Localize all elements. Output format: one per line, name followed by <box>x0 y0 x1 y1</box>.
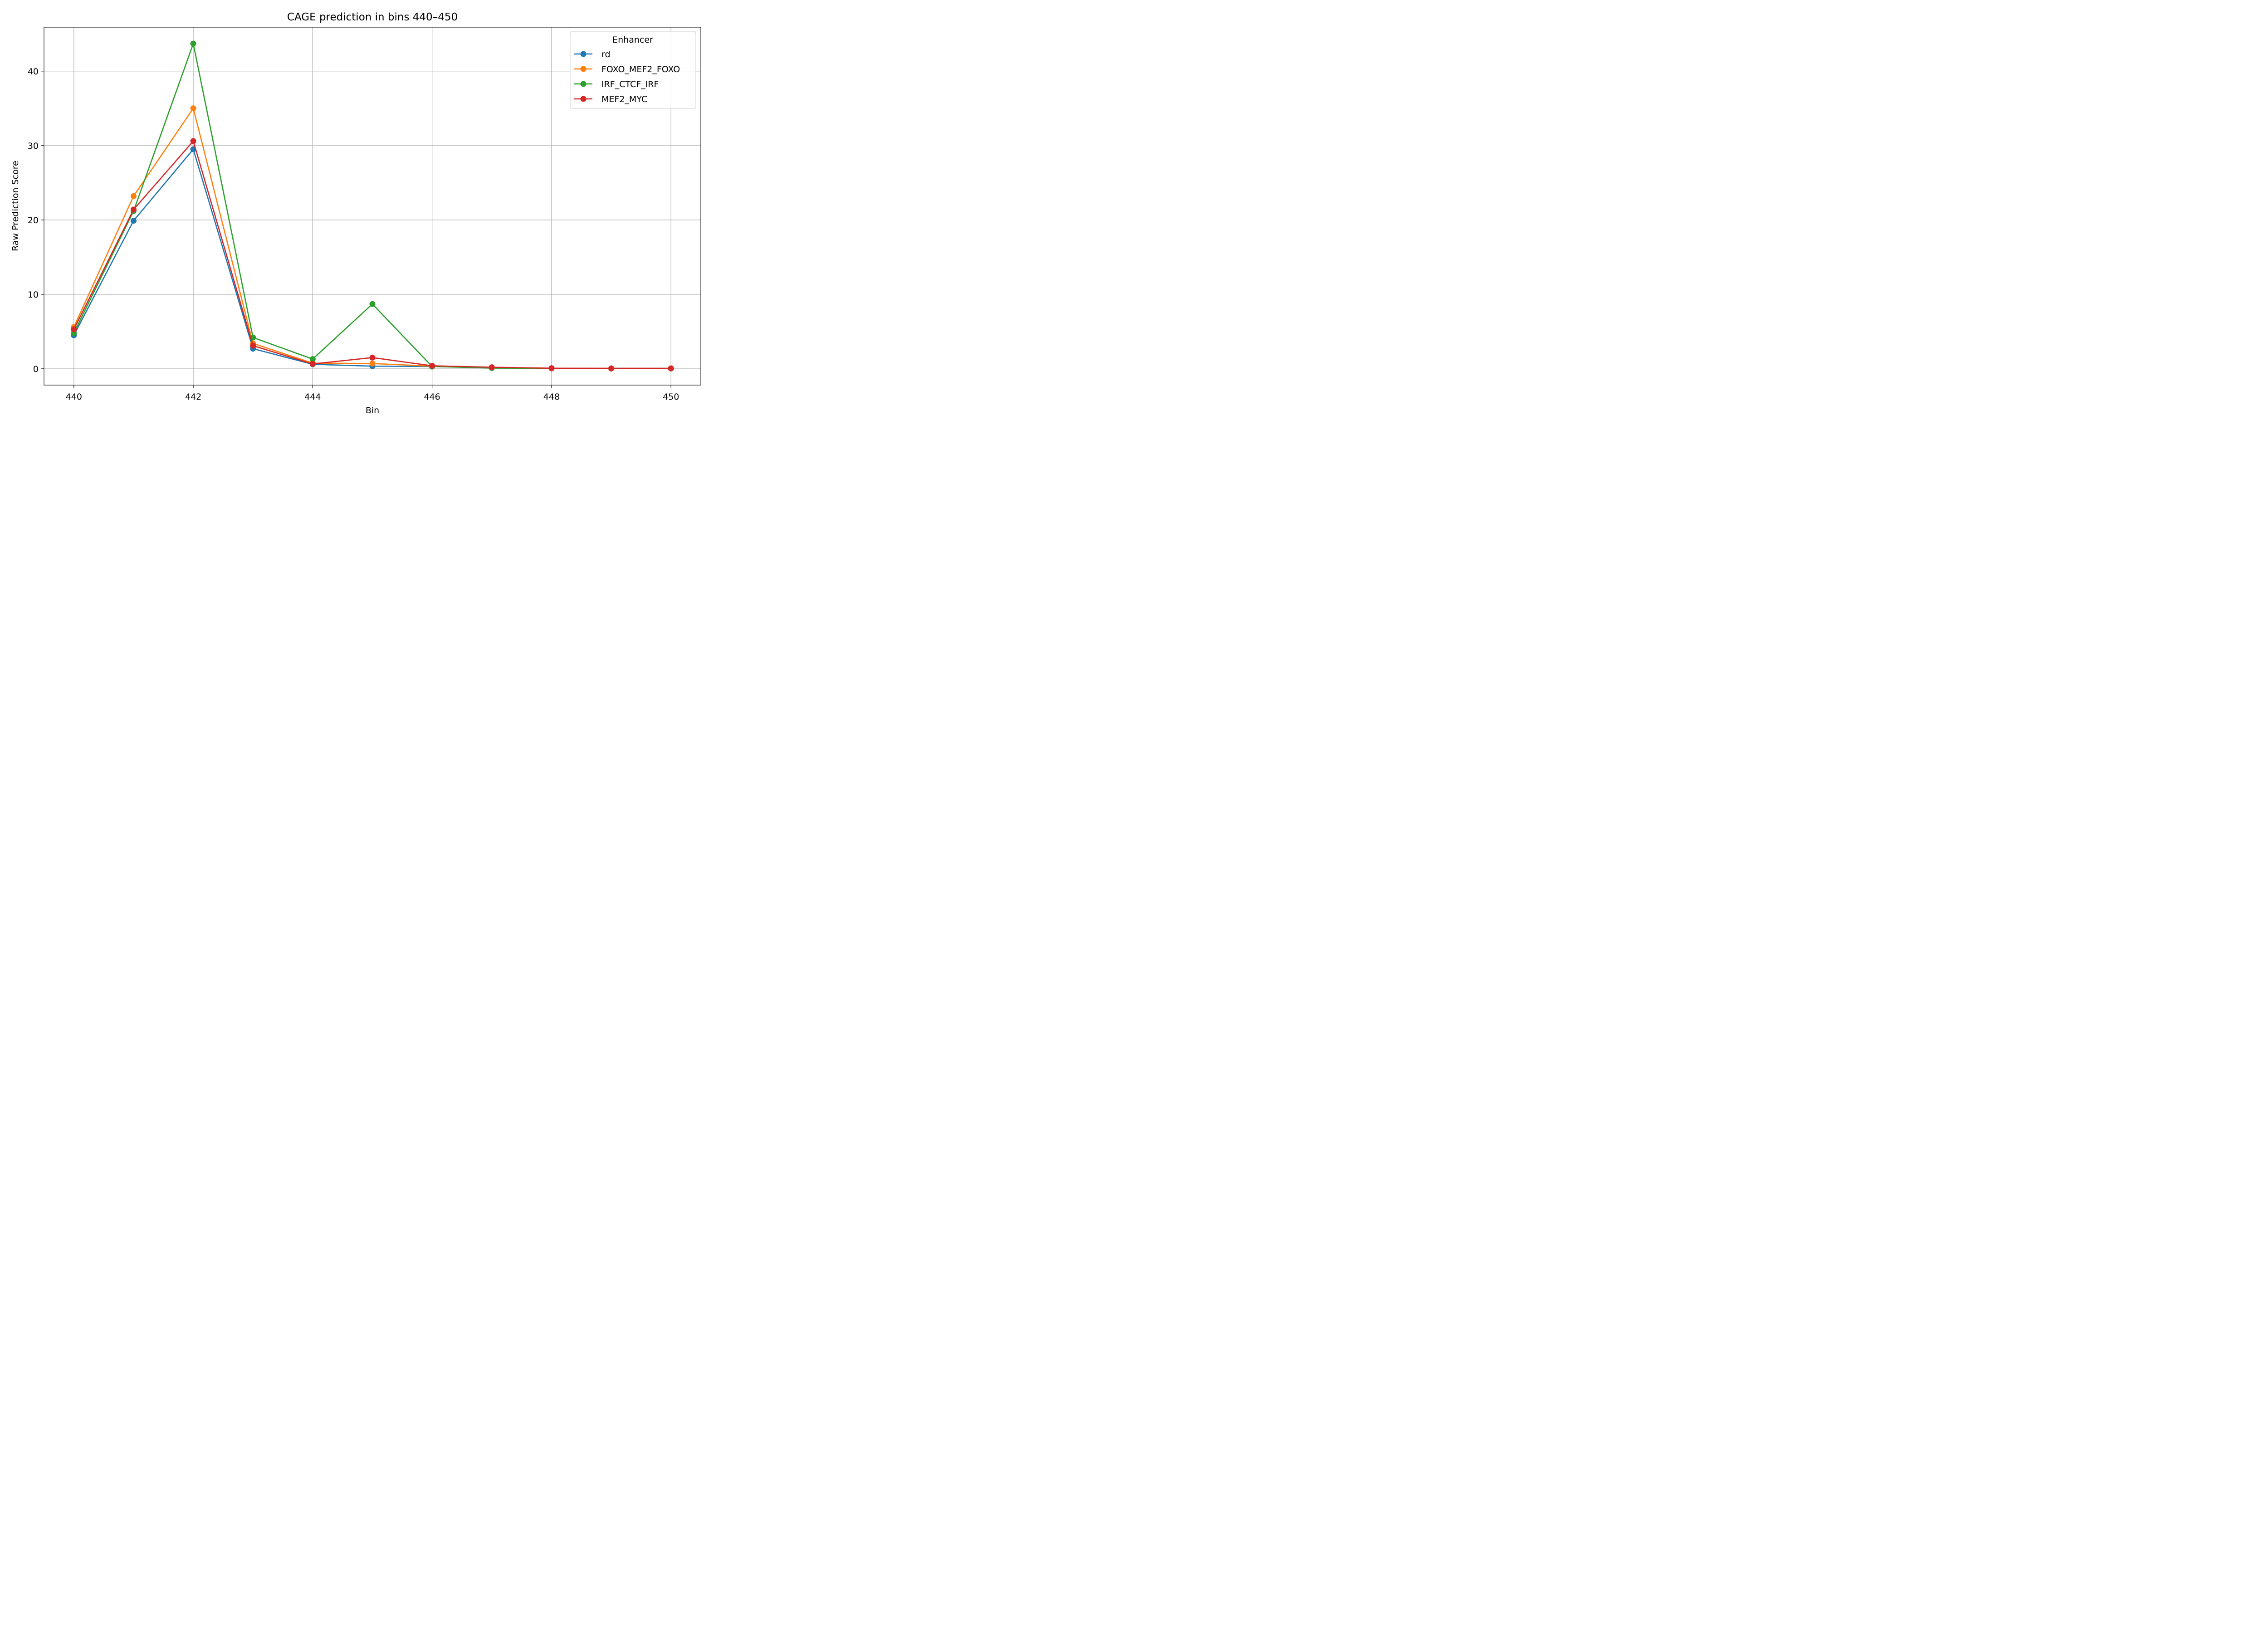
legend-label: IRF_CTCF_IRF <box>601 79 659 89</box>
data-point <box>369 360 376 367</box>
data-point <box>190 105 196 112</box>
y-tick-label: 30 <box>28 141 39 151</box>
y-tick-label: 10 <box>28 290 39 300</box>
legend-items: rd FOXO_MEF2_FOXO IRF_CTCF_IRF MEF2_MYC <box>574 49 680 104</box>
data-point <box>369 354 376 361</box>
x-tick-label: 440 <box>66 392 82 402</box>
data-point <box>608 365 615 372</box>
series-layer <box>71 40 674 372</box>
x-tick-label: 444 <box>304 392 321 402</box>
line-chart: 440 442 444 446 448 450 0 10 20 30 40 CAGE predic… <box>0 0 711 427</box>
data-point <box>429 362 435 369</box>
chart-title: CAGE prediction in bins 440–450 <box>287 11 458 23</box>
legend-label: rd <box>601 49 611 59</box>
x-axis-label: Bin <box>366 406 379 416</box>
legend-marker <box>580 96 587 102</box>
y-tick-label: 0 <box>33 364 39 374</box>
data-point <box>130 193 137 199</box>
legend-label: FOXO_MEF2_FOXO <box>601 64 680 74</box>
legend-marker <box>580 66 587 72</box>
data-point <box>250 342 256 349</box>
legend-label: MEF2_MYC <box>601 94 647 104</box>
y-tick-label: 20 <box>28 215 39 225</box>
legend-item: MEF2_MYC <box>574 94 647 104</box>
legend-item: IRF_CTCF_IRF <box>574 79 659 89</box>
data-point <box>130 206 137 213</box>
x-tick-label: 442 <box>185 392 201 402</box>
data-point <box>309 356 316 362</box>
legend-item: FOXO_MEF2_FOXO <box>574 64 680 74</box>
x-tick-label: 450 <box>663 392 679 402</box>
legend-box <box>570 31 696 109</box>
data-point <box>190 40 196 47</box>
x-tick-label: 446 <box>424 392 440 402</box>
y-tick-label: 40 <box>28 67 39 77</box>
plot-frame <box>44 27 701 386</box>
legend-item: rd <box>574 49 611 59</box>
legend-title: Enhancer <box>612 35 653 45</box>
legend-marker <box>580 81 587 87</box>
y-axis-label: Raw Prediction Score <box>10 161 20 251</box>
series-mef2-myc <box>71 138 674 372</box>
data-point <box>668 365 674 372</box>
data-point <box>190 138 196 144</box>
data-point <box>309 361 316 367</box>
data-point <box>130 217 137 224</box>
legend: Enhancer rd FOXO_MEF2_FOXO IRF_CTCF_IRF MEF… <box>570 31 696 109</box>
y-axis-ticks: 0 10 20 30 40 <box>28 67 44 374</box>
x-tick-label: 448 <box>543 392 560 402</box>
legend-marker <box>580 51 587 57</box>
x-axis-ticks: 440 442 444 446 448 450 <box>66 385 679 402</box>
data-point <box>489 364 495 371</box>
data-point <box>548 365 555 372</box>
data-point <box>71 326 77 332</box>
data-point <box>369 301 376 307</box>
